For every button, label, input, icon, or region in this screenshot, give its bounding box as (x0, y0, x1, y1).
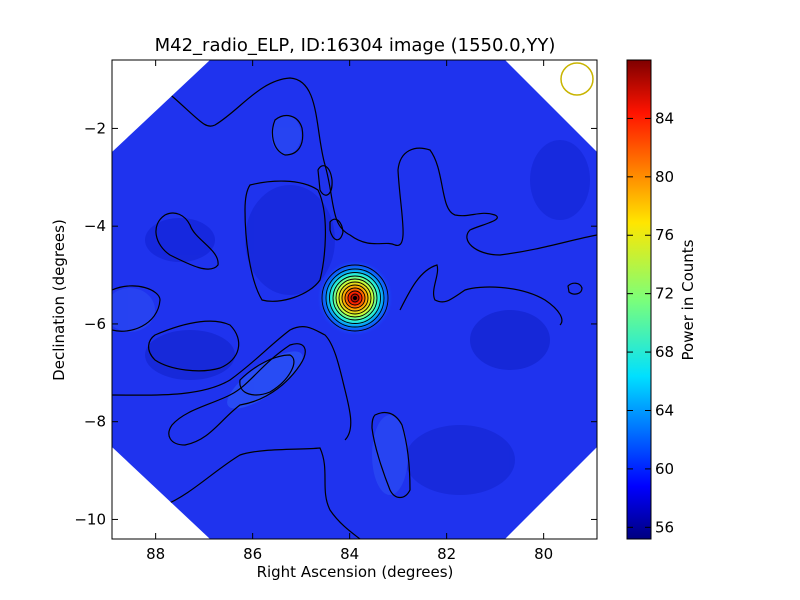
plot-area (111, 59, 598, 540)
y-tick-label: −4 (84, 217, 106, 235)
x-axis-label: Right Ascension (degrees) (257, 563, 454, 581)
y-axis-label: Declination (degrees) (50, 219, 68, 381)
x-tick-label: 80 (534, 545, 553, 563)
colorbar-tick-label: 72 (655, 285, 674, 303)
colorbar: 56 60 64 68 72 76 80 84 Power in Counts (626, 59, 697, 540)
background-patches (112, 115, 590, 495)
plot-frame (111, 59, 598, 540)
x-tick-label: 82 (437, 545, 456, 563)
y-tick-label: −10 (74, 510, 106, 528)
y-tick-label: −2 (84, 119, 106, 137)
source-peak (353, 296, 357, 300)
chart-title: M42_radio_ELP, ID:16304 image (1550.0,YY… (155, 35, 556, 56)
y-axis: −2 −4 −6 −8 −10 (74, 119, 597, 528)
x-axis: 88 86 84 82 80 (146, 60, 553, 563)
colorbar-tick-label: 56 (655, 518, 674, 536)
y-tick-label: −6 (84, 315, 106, 333)
colorbar-label: Power in Counts (679, 239, 697, 360)
x-tick-label: 88 (146, 545, 165, 563)
colorbar-gradient (626, 59, 652, 540)
colorbar-tick-label: 84 (655, 109, 674, 127)
colorbar-tick-label: 76 (655, 226, 674, 244)
contour-lines (112, 77, 597, 539)
colorbar-tick-label: 68 (655, 343, 674, 361)
y-tick-label: −8 (84, 413, 106, 431)
beam-marker (560, 62, 594, 96)
source-contours (321, 264, 389, 332)
colorbar-tick-label: 64 (655, 401, 674, 419)
colorbar-ticks: 56 60 64 68 72 76 80 84 (627, 109, 674, 536)
colorbar-tick-label: 80 (655, 168, 674, 186)
colorbar-tick-label: 60 (655, 460, 674, 478)
x-tick-label: 86 (243, 545, 262, 563)
x-tick-label: 84 (340, 545, 359, 563)
